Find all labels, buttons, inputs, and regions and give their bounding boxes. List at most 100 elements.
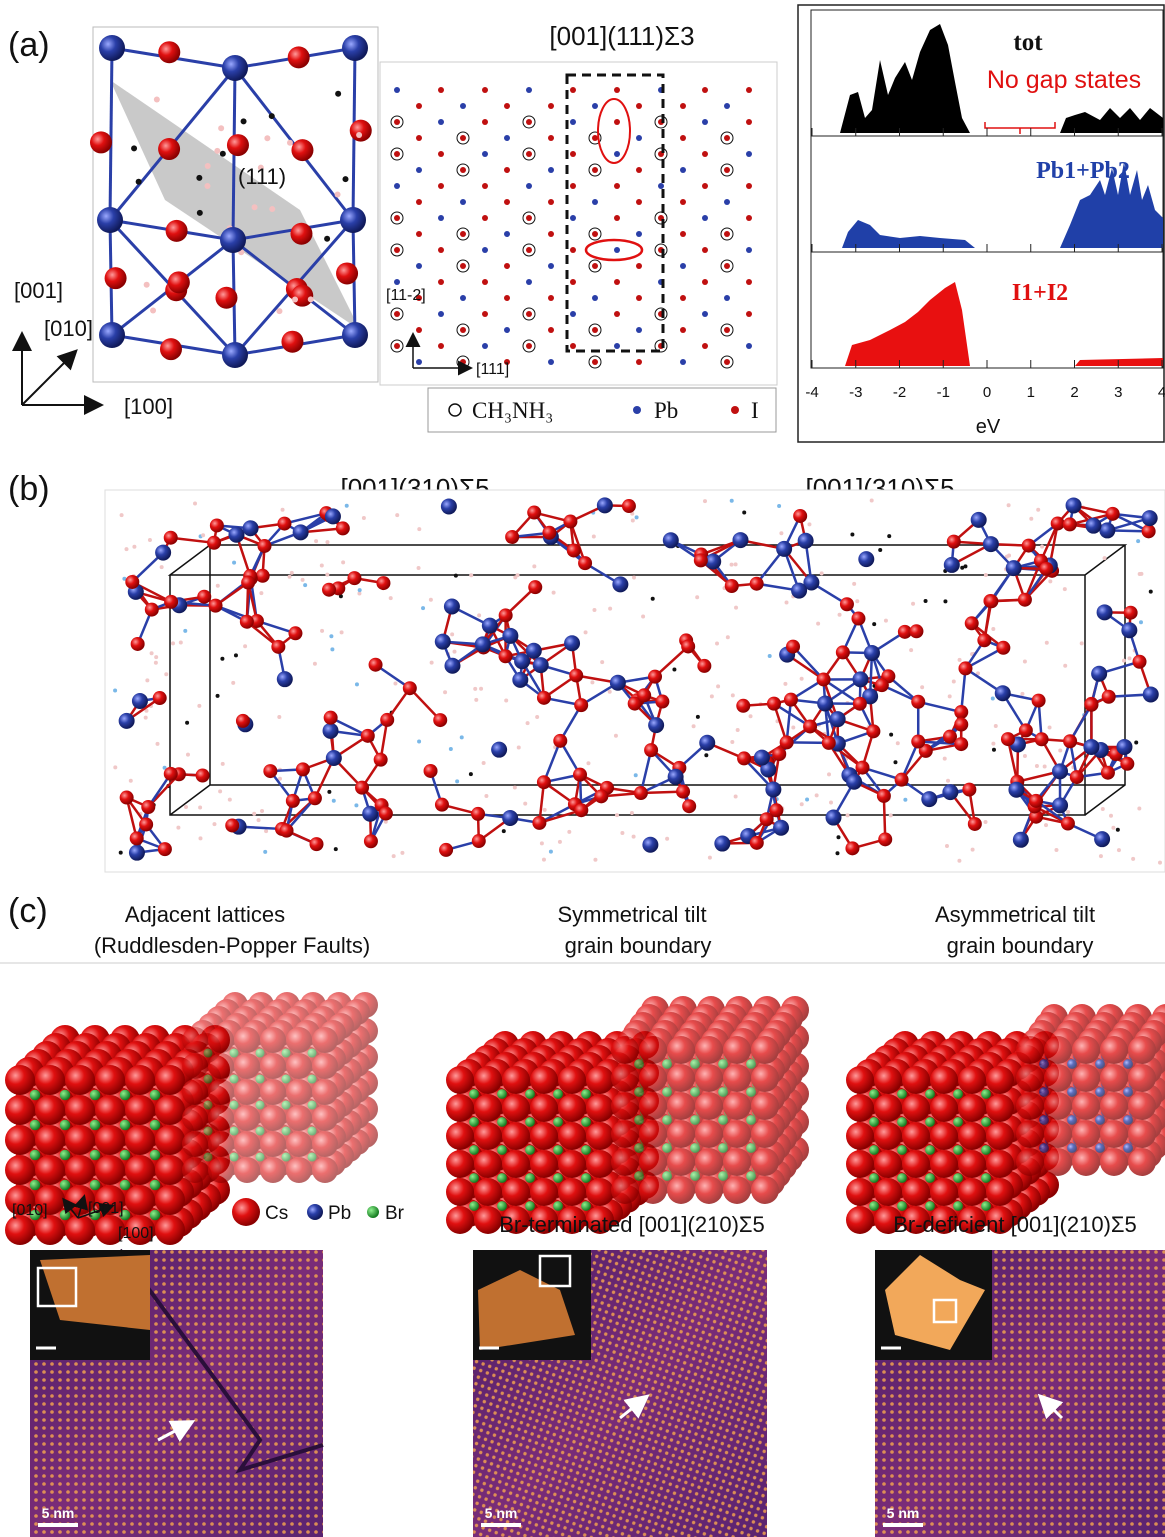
- iodine-atom: [336, 521, 350, 535]
- cs-atom: [1128, 1064, 1156, 1092]
- lead-atom: [846, 774, 862, 790]
- cs-atom: [474, 1178, 502, 1206]
- br-atom: [307, 1152, 316, 1161]
- organic-atom: [301, 578, 305, 582]
- lead-atom: [342, 322, 368, 348]
- lead-atom: [1099, 522, 1115, 538]
- br-atom: [746, 1143, 756, 1153]
- organic-atom: [164, 672, 168, 676]
- i-site: [592, 167, 598, 173]
- organic-atom: [113, 765, 117, 769]
- organic-atom: [708, 856, 712, 860]
- cs-atom: [986, 1178, 1014, 1206]
- organic-atom: [635, 515, 639, 519]
- lead-atom: [714, 836, 730, 852]
- organic-atom: [156, 742, 160, 746]
- cs-atom: [874, 1066, 902, 1094]
- lead-atom: [441, 498, 457, 514]
- cs-atom: [1016, 1036, 1044, 1064]
- organic-atom: [332, 799, 336, 803]
- cs-atom: [312, 1027, 338, 1053]
- i-site: [746, 87, 752, 93]
- iodine-atom: [286, 794, 300, 808]
- br-atom: [553, 1117, 563, 1127]
- cs-atom: [1072, 1148, 1100, 1176]
- organic-atom: [482, 761, 486, 765]
- br-atom: [690, 1087, 700, 1097]
- organic-atom: [1040, 545, 1044, 549]
- i-site: [394, 119, 400, 125]
- organic-atom: [1007, 503, 1011, 507]
- iodine-atom: [131, 637, 145, 651]
- organic-atom: [354, 803, 358, 807]
- iodine-atom: [736, 699, 750, 713]
- cs-atom: [958, 1094, 986, 1122]
- br-atom: [150, 1090, 161, 1101]
- cs-atom: [446, 1094, 474, 1122]
- cs-atom: [474, 1094, 502, 1122]
- iodine-atom: [1142, 524, 1156, 538]
- organic-atom: [651, 597, 655, 601]
- br-atom: [869, 1173, 879, 1183]
- organic-atom: [263, 850, 267, 854]
- i-site: [504, 199, 510, 205]
- br-atom: [497, 1089, 507, 1099]
- organic-atom: [542, 858, 546, 862]
- i-site: [702, 247, 708, 253]
- organic-atom: [502, 829, 506, 833]
- cs-atom: [586, 1178, 614, 1206]
- organic-atom: [540, 841, 544, 845]
- organic-atom: [220, 151, 226, 157]
- iodine-atom: [288, 46, 310, 68]
- cs-atom: [1128, 1120, 1156, 1148]
- organic-atom: [1111, 826, 1115, 830]
- organic-atom: [474, 698, 478, 702]
- organic-atom: [1101, 807, 1105, 811]
- br-atom: [525, 1117, 535, 1127]
- br-atom: [897, 1201, 907, 1211]
- cs-atom: [846, 1178, 874, 1206]
- lead-atom: [482, 618, 498, 634]
- legend-marker: [232, 1198, 260, 1226]
- iodine-atom: [277, 517, 291, 531]
- organic-atom: [320, 563, 324, 567]
- cs-atom: [874, 1150, 902, 1178]
- organic-atom: [264, 135, 270, 141]
- br-atom: [1123, 1087, 1133, 1097]
- lattice-models: [5, 992, 1165, 1245]
- br-atom: [120, 1150, 131, 1161]
- br-atom: [581, 1145, 591, 1155]
- cs-atom: [312, 1053, 338, 1079]
- organic-atom: [287, 140, 293, 146]
- br-atom: [150, 1180, 161, 1191]
- br-atom: [469, 1173, 479, 1183]
- iodine-atom: [1063, 517, 1077, 531]
- lead-atom: [642, 837, 658, 853]
- iodine-atom: [225, 818, 239, 832]
- cs-atom: [65, 1155, 95, 1185]
- i-site: [416, 231, 422, 237]
- organic-atom: [154, 96, 160, 102]
- iodine-atom: [1061, 817, 1075, 831]
- i-site: [460, 135, 466, 141]
- br-atom: [1039, 1087, 1049, 1097]
- lead-atom: [1085, 518, 1101, 534]
- iodine-atom: [347, 571, 361, 585]
- iodine-atom: [737, 751, 751, 765]
- br-atom: [1123, 1115, 1133, 1125]
- lead-atom: [852, 671, 868, 687]
- figure: (a) (111) [001] [010] [100] [001](111)Σ3…: [0, 0, 1165, 1537]
- iodine-atom: [644, 743, 658, 757]
- br-atom: [897, 1117, 907, 1127]
- organic-atom: [341, 560, 345, 564]
- organic-atom: [1158, 861, 1162, 865]
- cs-atom: [723, 1092, 751, 1120]
- organic-atom: [641, 614, 645, 618]
- lead-atom: [119, 713, 135, 729]
- iodine-atom: [435, 798, 449, 812]
- organic-atom: [592, 608, 596, 612]
- pb-site: [526, 279, 532, 285]
- cs-atom: [530, 1150, 558, 1178]
- br-atom: [953, 1117, 963, 1127]
- organic-atom: [726, 635, 730, 639]
